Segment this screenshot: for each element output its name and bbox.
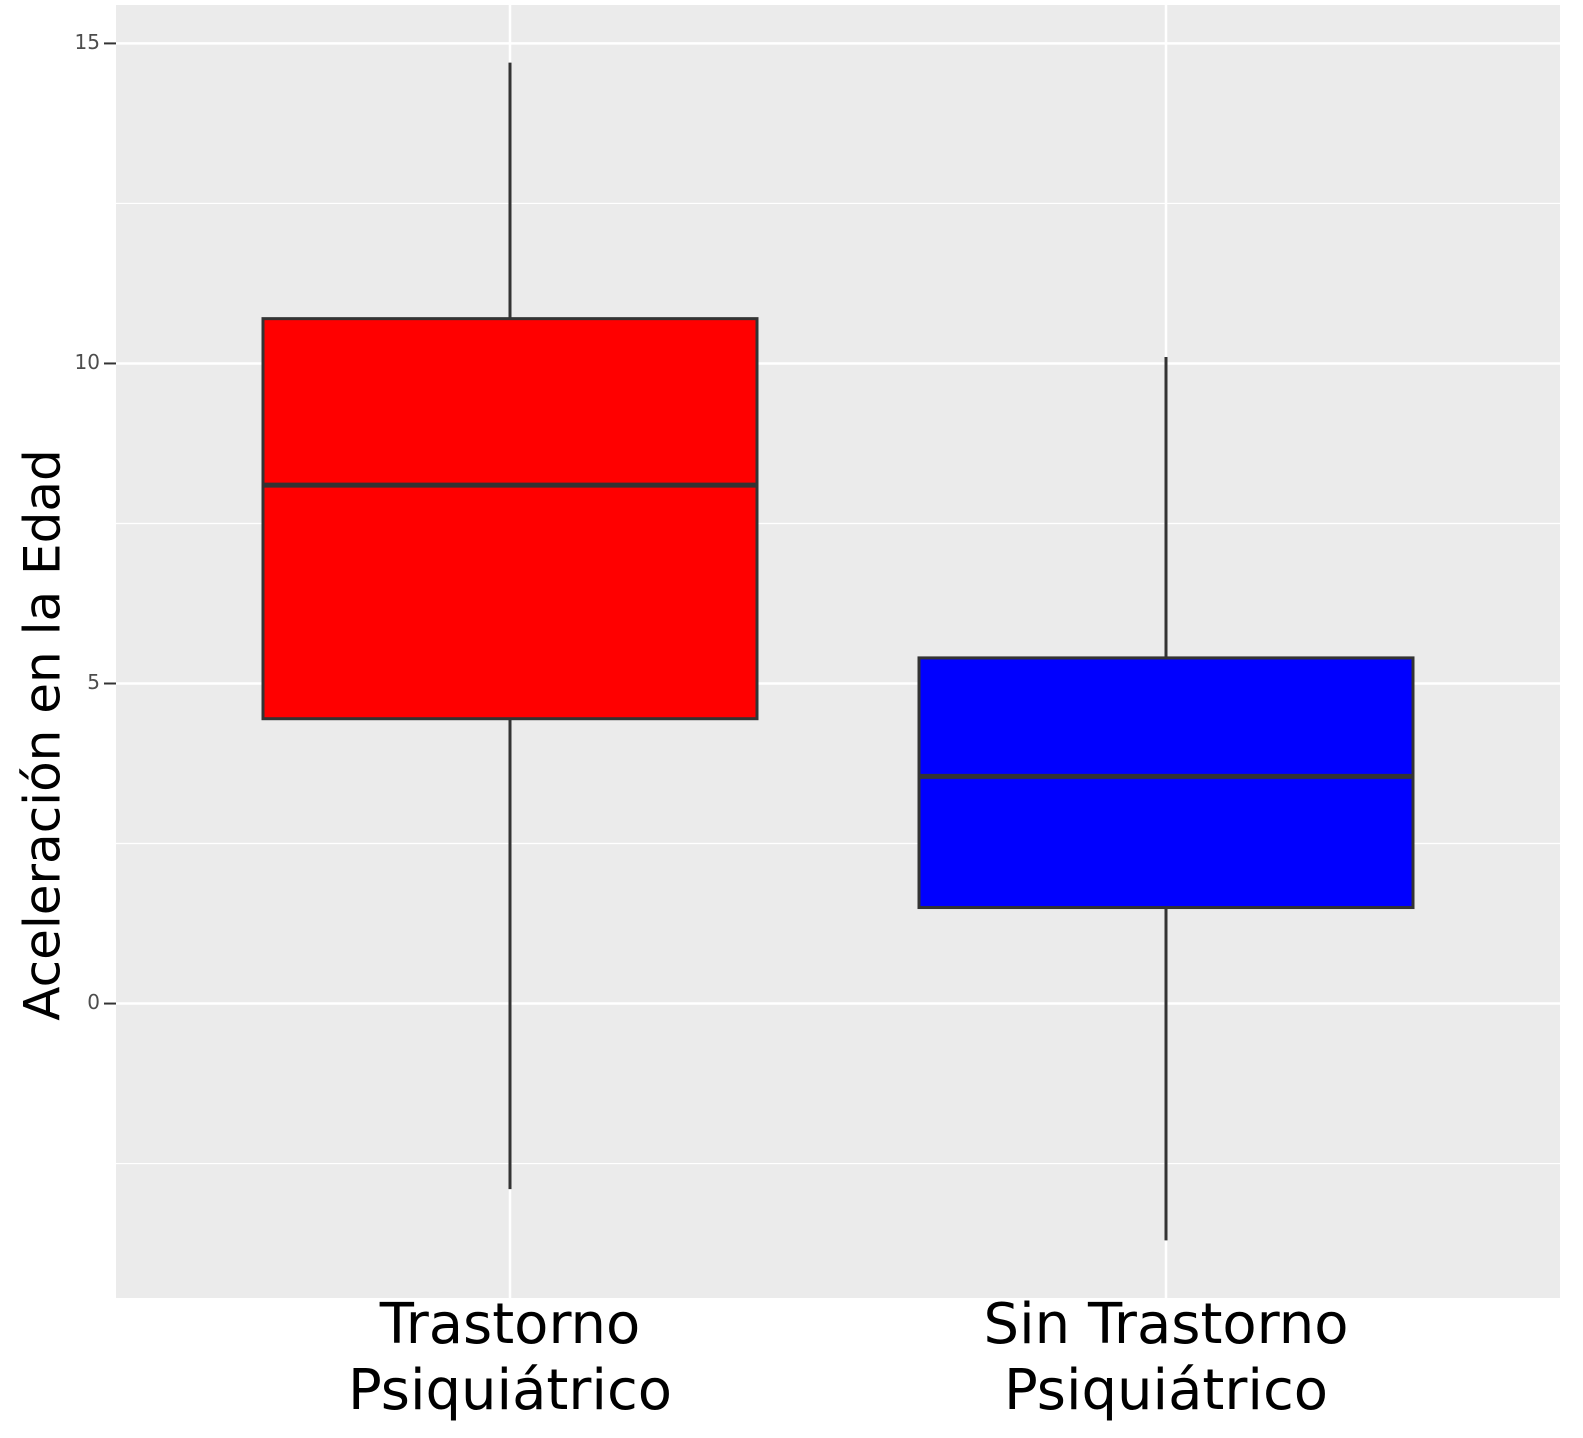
y-axis-label: Aceleración en la Edad	[14, 449, 72, 1020]
y-tick-label: 10	[75, 350, 100, 374]
x-tick-label: Trastorno Psiquiátrico	[348, 1292, 672, 1423]
box	[917, 656, 1415, 910]
x-tick-label-line: Sin Trastorno	[984, 1292, 1349, 1357]
y-tick-label: 0	[87, 990, 100, 1014]
box	[261, 317, 759, 721]
y-tick-label: 15	[75, 30, 100, 54]
x-tick-label: Sin Trastorno Psiquiátrico	[984, 1292, 1349, 1423]
x-tick-label-line: Psiquiátrico	[348, 1358, 672, 1423]
x-tick-label-line: Trastorno	[379, 1292, 641, 1357]
y-tick-label: 5	[87, 670, 100, 694]
x-tick-label-line: Psiquiátrico	[1004, 1358, 1328, 1423]
